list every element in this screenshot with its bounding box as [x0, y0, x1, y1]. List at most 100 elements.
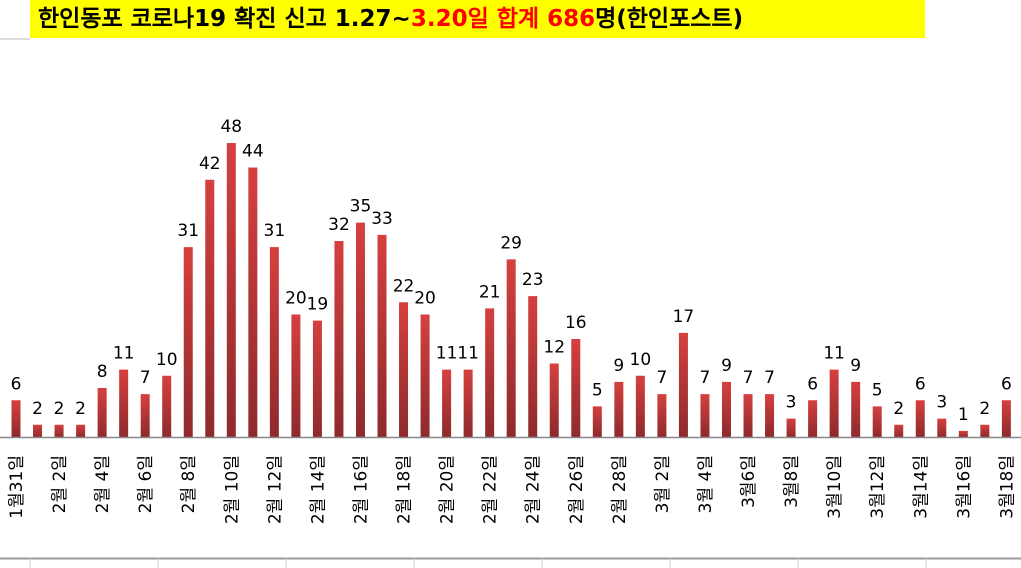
data-label: 7 — [656, 368, 667, 388]
bar — [119, 369, 129, 437]
bar — [205, 179, 215, 437]
x-tick-label: 2월 20일 — [438, 455, 458, 524]
data-label: 2 — [75, 399, 86, 419]
bar — [915, 400, 925, 437]
bar — [183, 247, 193, 437]
data-label: 7 — [140, 368, 151, 388]
bar — [269, 247, 279, 437]
data-label: 10 — [156, 350, 178, 370]
data-label: 12 — [543, 338, 565, 358]
bar — [528, 296, 538, 437]
data-label: 7 — [700, 368, 711, 388]
data-label: 31 — [264, 221, 286, 241]
x-tick-label: 3월18일 — [997, 455, 1017, 519]
bar — [54, 424, 64, 437]
data-label: 48 — [220, 117, 242, 137]
x-tick-label: 3월16일 — [954, 455, 974, 519]
bar — [700, 394, 710, 437]
x-tick-label: 3월8일 — [782, 455, 802, 508]
bar — [248, 167, 258, 437]
bar — [829, 369, 839, 437]
data-label: 19 — [307, 295, 329, 315]
data-label: 17 — [673, 307, 695, 327]
data-label: 7 — [743, 368, 754, 388]
data-label: 9 — [613, 356, 624, 376]
bar — [657, 394, 667, 437]
data-label: 6 — [11, 374, 22, 394]
bar — [614, 381, 624, 437]
x-tick-label: 1월31일 — [7, 455, 27, 519]
data-label: 2 — [54, 399, 65, 419]
data-label: 31 — [177, 221, 199, 241]
x-tick-label: 2월 22일 — [481, 455, 501, 524]
bar — [980, 424, 990, 437]
data-label: 6 — [915, 374, 926, 394]
bar — [808, 400, 818, 437]
x-tick-label: 2월 10일 — [222, 455, 242, 524]
data-label: 9 — [850, 356, 861, 376]
data-label: 11 — [436, 344, 458, 364]
data-label: 23 — [522, 270, 544, 290]
bar — [765, 394, 775, 437]
bar — [162, 375, 172, 437]
bar — [571, 339, 581, 437]
data-label: 11 — [113, 344, 135, 364]
data-label: 29 — [500, 233, 522, 253]
bar — [97, 388, 107, 437]
bar — [11, 400, 21, 437]
bar — [872, 406, 882, 437]
bar — [743, 394, 753, 437]
x-tick-label: 3월10일 — [825, 455, 845, 519]
bar — [1001, 400, 1011, 437]
bar — [76, 424, 86, 437]
x-tick-label: 3월12일 — [868, 455, 888, 519]
data-label: 9 — [721, 356, 732, 376]
bar — [958, 430, 968, 437]
data-label: 5 — [592, 380, 603, 400]
x-tick-label: 2월 24일 — [524, 455, 544, 524]
x-tick-label: 2월 6일 — [136, 455, 156, 513]
data-label: 22 — [393, 276, 415, 296]
data-label: 44 — [242, 142, 264, 162]
x-tick-label: 2월 12일 — [265, 455, 285, 524]
chart-title: 한인동포 코로나19 확진 신고 1.27~3.20일 합계 686명(한인포스… — [30, 0, 925, 38]
x-tick-label: 3월6일 — [739, 455, 759, 508]
bar — [678, 332, 688, 437]
title-tail: 명(한인포스트) — [595, 6, 744, 32]
x-tick-label: 2월 2일 — [50, 455, 70, 513]
x-tick-label: 2월 28일 — [610, 455, 630, 524]
x-tick-label: 3월 4일 — [696, 455, 716, 513]
bar — [721, 381, 731, 437]
bar — [355, 222, 365, 437]
bar — [549, 363, 559, 437]
bar — [334, 241, 344, 437]
bar — [506, 259, 516, 437]
title-black: 한인동포 코로나19 확진 신고 1.27~ — [38, 6, 411, 32]
x-tick-label: 2월 14일 — [308, 455, 328, 524]
data-label: 1 — [958, 405, 969, 425]
data-label: 2 — [893, 399, 904, 419]
bar — [140, 394, 150, 437]
data-label: 2 — [979, 399, 990, 419]
x-tick-label: 3월 2일 — [653, 455, 673, 513]
data-label: 7 — [764, 368, 775, 388]
bar — [592, 406, 602, 437]
bar — [399, 302, 409, 437]
data-label: 33 — [371, 209, 393, 229]
x-tick-label: 2월 4일 — [93, 455, 113, 513]
bar — [894, 424, 904, 437]
bar — [937, 418, 947, 437]
top-border — [0, 38, 30, 40]
x-tick-label: 3월14일 — [911, 455, 931, 519]
x-tick-label: 2월 26일 — [567, 455, 587, 524]
data-label: 10 — [630, 350, 652, 370]
bar — [463, 369, 473, 437]
bar — [420, 314, 430, 437]
data-label: 21 — [479, 282, 501, 302]
bar — [485, 308, 495, 437]
bar — [442, 369, 452, 437]
data-label: 3 — [936, 393, 947, 413]
bar — [851, 381, 861, 437]
x-tick-label: 2월 8일 — [179, 455, 199, 513]
